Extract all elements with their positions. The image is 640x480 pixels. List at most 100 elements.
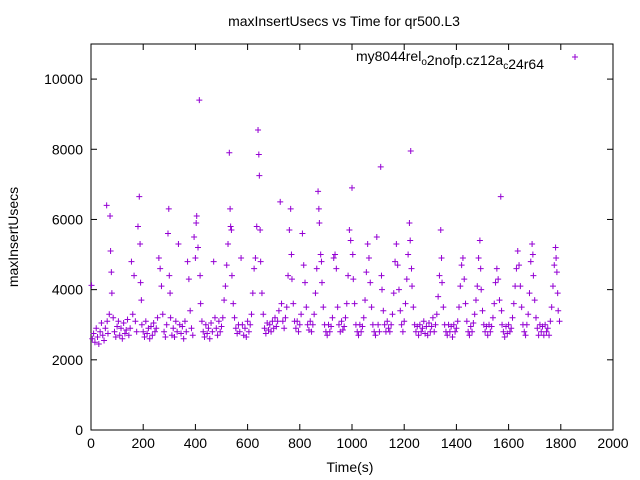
data-point bbox=[232, 325, 239, 332]
x-axis-label: Time(s) bbox=[327, 459, 374, 475]
data-point bbox=[277, 198, 284, 205]
data-point bbox=[444, 332, 451, 339]
data-point bbox=[547, 318, 554, 325]
y-tick-label: 4000 bbox=[52, 282, 83, 298]
data-point bbox=[304, 321, 311, 328]
data-point bbox=[436, 272, 443, 279]
data-point bbox=[247, 321, 254, 328]
data-point bbox=[272, 314, 279, 321]
data-point bbox=[208, 319, 215, 326]
data-point bbox=[420, 318, 427, 325]
data-point bbox=[470, 319, 477, 326]
data-point bbox=[349, 184, 355, 191]
data-point bbox=[174, 328, 181, 335]
data-point bbox=[170, 325, 177, 332]
data-point bbox=[440, 304, 447, 311]
data-point bbox=[552, 244, 559, 251]
data-point bbox=[134, 223, 141, 230]
data-point bbox=[144, 330, 151, 337]
data-point bbox=[373, 234, 380, 240]
x-tick-label: 400 bbox=[184, 435, 208, 451]
data-point bbox=[283, 304, 290, 311]
data-point bbox=[368, 304, 375, 311]
data-point bbox=[249, 290, 256, 297]
data-point bbox=[140, 328, 147, 335]
data-point bbox=[433, 311, 440, 318]
data-point bbox=[318, 258, 325, 265]
data-point bbox=[128, 258, 135, 265]
data-point bbox=[118, 325, 125, 332]
data-point bbox=[258, 290, 265, 297]
data-point bbox=[223, 262, 230, 269]
data-point bbox=[90, 330, 97, 337]
data-point bbox=[299, 230, 306, 237]
data-point bbox=[116, 332, 123, 339]
legend-label-part: 2nofp.cz12a bbox=[427, 52, 503, 68]
data-point bbox=[328, 323, 335, 330]
data-point bbox=[146, 335, 153, 342]
x-tick-label: 1600 bbox=[493, 435, 524, 451]
data-point bbox=[102, 325, 109, 332]
data-point bbox=[449, 334, 456, 341]
data-point bbox=[491, 300, 498, 307]
data-point bbox=[408, 265, 415, 272]
data-point bbox=[375, 321, 382, 328]
data-point bbox=[553, 269, 560, 276]
data-point bbox=[129, 311, 136, 318]
data-point bbox=[395, 286, 402, 293]
data-point bbox=[94, 334, 101, 341]
data-point bbox=[467, 323, 474, 330]
data-point bbox=[466, 332, 473, 339]
data-point bbox=[222, 283, 229, 290]
data-point bbox=[114, 323, 121, 330]
data-point bbox=[275, 307, 282, 314]
x-tick-label: 0 bbox=[87, 435, 95, 451]
data-point bbox=[350, 276, 357, 283]
data-point bbox=[376, 328, 383, 335]
data-point bbox=[273, 323, 280, 330]
data-point bbox=[120, 319, 127, 326]
data-point bbox=[189, 332, 196, 339]
data-point bbox=[462, 300, 469, 307]
data-point bbox=[505, 321, 512, 328]
data-point bbox=[121, 330, 128, 337]
data-point bbox=[201, 334, 208, 341]
data-point bbox=[166, 272, 173, 279]
data-point bbox=[530, 272, 537, 279]
data-point bbox=[495, 276, 502, 283]
data-point bbox=[315, 205, 322, 212]
data-point bbox=[512, 283, 519, 290]
data-point bbox=[159, 311, 166, 318]
data-point bbox=[343, 300, 350, 307]
data-point bbox=[138, 321, 145, 328]
data-point bbox=[188, 325, 195, 332]
data-points bbox=[88, 97, 563, 348]
data-point bbox=[197, 300, 204, 307]
data-point bbox=[371, 328, 378, 335]
data-point bbox=[399, 328, 406, 335]
data-point bbox=[89, 335, 96, 342]
data-point bbox=[99, 332, 106, 339]
data-point bbox=[119, 335, 126, 342]
data-point bbox=[278, 300, 285, 307]
y-tick-label: 6000 bbox=[52, 211, 83, 227]
data-point bbox=[446, 328, 453, 335]
data-point bbox=[165, 205, 172, 212]
data-point bbox=[307, 318, 314, 325]
data-point bbox=[104, 318, 111, 325]
data-point bbox=[162, 334, 169, 341]
data-point bbox=[369, 321, 376, 328]
data-point bbox=[251, 265, 258, 272]
data-point bbox=[195, 244, 202, 251]
data-point bbox=[479, 307, 486, 314]
data-point bbox=[452, 328, 459, 335]
data-point bbox=[475, 255, 482, 262]
data-point bbox=[253, 223, 260, 230]
data-point bbox=[392, 258, 399, 265]
data-point bbox=[171, 334, 178, 341]
data-point bbox=[538, 328, 545, 335]
data-point bbox=[244, 318, 251, 325]
data-point bbox=[429, 314, 436, 321]
data-point bbox=[228, 272, 235, 279]
data-point bbox=[378, 272, 385, 279]
